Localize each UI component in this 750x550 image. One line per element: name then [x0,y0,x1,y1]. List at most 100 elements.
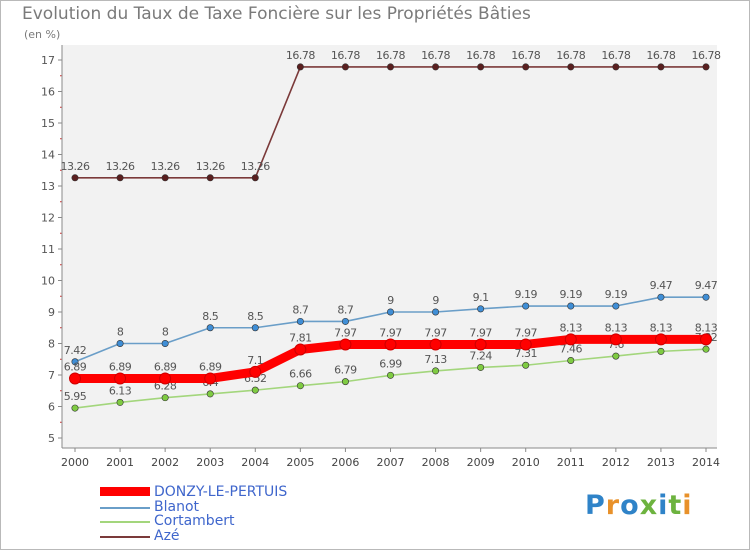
data-point [702,63,710,71]
x-tick-label: 2013 [647,456,675,469]
y-tick-label: 6 [48,401,55,414]
data-label: 6.89 [154,360,177,373]
data-point [702,293,710,301]
data-point [567,63,575,71]
x-tick-label: 2004 [241,456,269,469]
x-tick-label: 2006 [331,456,359,469]
logo-letter: r [605,490,621,521]
data-label: 7.1 [247,354,263,367]
data-label: 6.79 [334,364,357,377]
data-point [567,302,575,310]
x-tick-label: 2009 [467,456,495,469]
data-label: 8.13 [695,321,718,334]
x-tick-label: 2002 [151,456,179,469]
data-point [161,394,169,402]
data-label: 7.97 [469,326,492,339]
x-tick-label: 2014 [692,456,720,469]
data-label: 9.47 [695,279,718,292]
logo-letter: o [620,490,640,521]
data-label: 16.78 [692,49,721,62]
data-point [339,338,352,351]
data-point [206,174,214,182]
data-point [657,293,665,301]
data-label: 8 [117,326,124,339]
x-tick-label: 2000 [61,456,89,469]
logo-letter: x [639,490,659,521]
data-label: 6.89 [109,360,132,373]
logo-letter: i [682,490,693,521]
data-point [251,174,259,182]
x-tick-label: 2007 [377,456,405,469]
legend-label-donzy: DONZY-LE-PERTUIS [154,484,288,500]
legend-label-aze: Azé [154,527,180,544]
data-label: 8.5 [202,310,218,323]
logo-letter: i [658,490,669,521]
data-label: 8.13 [605,321,628,334]
y-tick-label: 11 [41,243,55,256]
data-point [432,308,440,316]
legend-label-blanot: Blanot [154,498,200,515]
data-label: 6.89 [199,360,222,373]
data-label: 8.7 [337,303,353,316]
chart-unit-label: (en %) [24,28,61,41]
legend-swatch-aze [100,535,150,538]
data-point [429,338,442,351]
data-point [116,174,124,182]
legend-label-cortambert: Cortambert [154,513,235,529]
data-point [522,63,530,71]
data-point [114,372,127,385]
data-point [251,324,259,332]
data-point [567,357,575,365]
x-tick-label: 2012 [602,456,630,469]
data-point [386,63,394,71]
data-label: 9.47 [650,279,673,292]
x-tick-label: 2011 [557,456,585,469]
data-point [386,371,394,379]
data-label: 16.78 [466,49,495,62]
data-point [296,317,304,325]
data-point [474,338,487,351]
data-label: 8.7 [292,303,308,316]
x-tick-label: 2005 [286,456,314,469]
data-point [341,317,349,325]
data-label: 7.31 [514,347,537,360]
y-tick-label: 14 [41,149,55,162]
data-point [609,333,622,346]
data-point [384,338,397,351]
data-label: 8.13 [650,321,673,334]
data-point [477,63,485,71]
data-point [432,367,440,375]
data-label: 13.26 [196,160,225,173]
data-point [71,404,79,412]
y-tick-label: 16 [41,86,55,99]
data-label: 16.78 [286,49,315,62]
data-point [477,305,485,313]
data-label: 7.97 [424,326,447,339]
data-label: 7.13 [424,353,447,366]
data-point [612,352,620,360]
logo-letter: t [668,490,683,521]
data-point [522,361,530,369]
data-label: 6.99 [379,357,402,370]
data-point [296,63,304,71]
data-point [159,372,172,385]
x-tick-label: 2003 [196,456,224,469]
data-label: 9.19 [605,288,628,301]
data-label: 7.81 [289,331,312,344]
data-label: 16.78 [601,49,630,62]
data-label: 13.26 [241,160,270,173]
data-point [161,174,169,182]
data-label: 6.13 [109,384,132,397]
data-label: 8.13 [560,321,583,334]
data-label: 9 [432,294,439,307]
y-tick-label: 7 [48,369,55,382]
data-label: 9.1 [473,291,489,304]
data-point [477,363,485,371]
data-label: 8.5 [247,310,263,323]
data-point [69,372,81,385]
data-label: 7.24 [469,349,492,362]
x-tick-label: 2010 [512,456,540,469]
data-label: 7.42 [64,344,87,357]
data-point [251,386,259,394]
data-point [204,372,217,385]
